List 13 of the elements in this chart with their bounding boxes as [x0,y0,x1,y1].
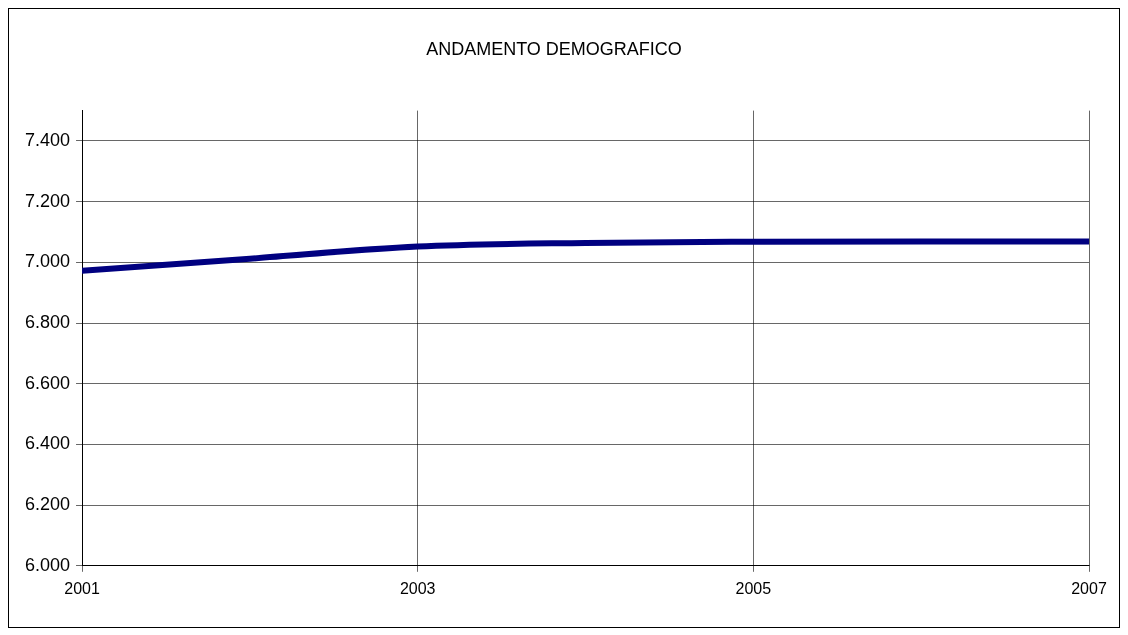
y-tick-label: 7.000 [25,251,71,272]
y-tick-label: 6.600 [25,372,71,393]
x-tick-label: 2005 [735,579,772,597]
y-tick-label: 7.400 [25,129,71,150]
x-tick-label: 2001 [64,579,100,597]
y-tick-label: 6.200 [25,494,71,515]
y-tick-label: 6.000 [25,554,71,575]
y-tick-label: 6.400 [25,433,71,454]
chart-title: ANDAMENTO DEMOGRAFICO [426,38,682,59]
x-tick-label: 2007 [1071,579,1107,597]
x-tick-label: 2003 [399,579,436,597]
y-tick-label: 7.200 [25,190,71,211]
y-tick-label: 6.800 [25,312,71,332]
